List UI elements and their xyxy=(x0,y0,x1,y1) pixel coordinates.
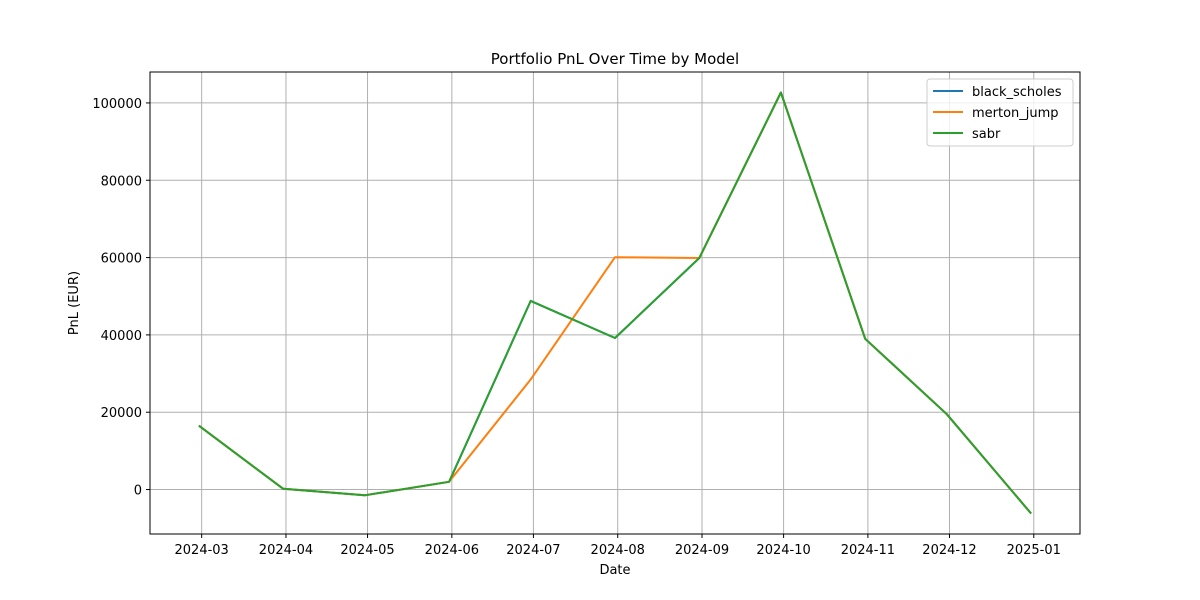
y-tick-label: 80000 xyxy=(101,174,142,189)
plot-frame xyxy=(149,71,1081,535)
y-tick-label: 20000 xyxy=(101,406,142,421)
chart-title: Portfolio PnL Over Time by Model xyxy=(491,50,739,68)
legend-label: sabr xyxy=(972,127,1001,142)
x-tick-label: 2024-06 xyxy=(425,543,479,558)
x-tick-label: 2024-08 xyxy=(591,543,645,558)
x-tick-label: 2024-09 xyxy=(675,543,729,558)
x-tick-label: 2024-10 xyxy=(756,543,810,558)
x-tick-label: 2024-03 xyxy=(175,543,229,558)
series-line-sabr xyxy=(198,91,1032,515)
x-tick-label: 2024-11 xyxy=(841,543,895,558)
legend-box xyxy=(926,78,1074,147)
y-tick-label: 60000 xyxy=(101,252,142,267)
y-tick-label: 100000 xyxy=(92,97,142,112)
series-lines xyxy=(198,91,1032,515)
x-tick-label: 2024-04 xyxy=(259,543,313,558)
x-tick-label: 2024-05 xyxy=(340,543,394,558)
y-tick-label: 0 xyxy=(134,484,142,499)
legend-label: merton_jump xyxy=(972,106,1059,121)
y-tick-label: 40000 xyxy=(101,329,142,344)
legend-label: black_scholes xyxy=(972,85,1062,100)
x-tick-label: 2024-12 xyxy=(922,543,976,558)
y-axis-ticks: 0 20000 40000 60000 80000 100000 xyxy=(92,97,150,499)
x-tick-label: 2024-07 xyxy=(506,543,560,558)
x-axis-label: Date xyxy=(599,563,630,578)
x-tick-label: 2025-01 xyxy=(1007,543,1061,558)
x-axis-ticks: 2024-03 2024-04 2024-05 2024-06 2024-07 2024-… xyxy=(175,534,1061,558)
y-axis-label: PnL (EUR) xyxy=(67,271,82,335)
